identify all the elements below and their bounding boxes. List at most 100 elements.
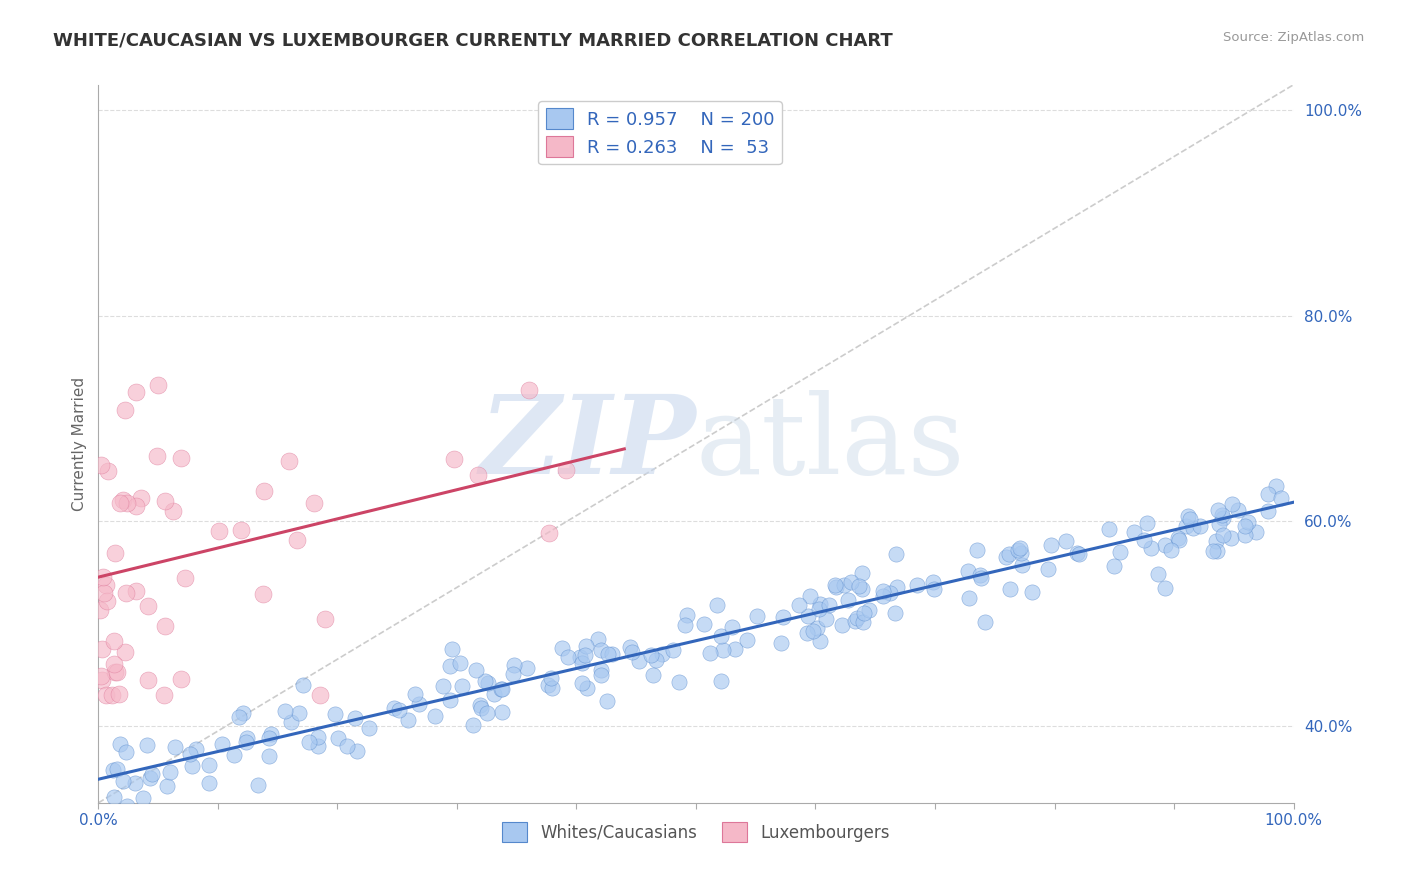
Point (108, 687, 131, 701)
Point (1177, 508, 1199, 523)
Point (970, 571, 993, 585)
Point (1205, 533, 1227, 548)
Point (1054, 534, 1077, 549)
Point (323, 706, 346, 721)
Point (1040, 539, 1063, 553)
Point (298, 735, 321, 749)
Point (115, 745, 138, 759)
Point (287, 533, 309, 547)
Point (153, 688, 176, 702)
Point (396, 714, 419, 728)
Point (591, 643, 613, 657)
Point (132, 791, 155, 805)
Point (103, 790, 125, 805)
Point (108, 496, 131, 510)
Point (884, 607, 907, 621)
Point (440, 641, 463, 656)
Point (156, 779, 179, 793)
Point (97, 464, 120, 478)
Point (1175, 519, 1198, 533)
Point (336, 739, 359, 753)
Point (148, 378, 170, 392)
Point (314, 612, 336, 626)
Point (468, 698, 491, 713)
Point (170, 451, 193, 466)
Point (801, 624, 824, 639)
Point (737, 632, 759, 647)
Point (845, 610, 868, 624)
Point (853, 606, 876, 620)
Point (1168, 533, 1191, 548)
Point (159, 765, 181, 780)
Point (1244, 525, 1267, 540)
Point (307, 731, 329, 745)
Point (673, 618, 696, 632)
Point (465, 664, 488, 678)
Point (443, 452, 465, 467)
Point (138, 771, 160, 785)
Point (922, 582, 945, 596)
Point (451, 679, 474, 693)
Point (111, 493, 134, 508)
Point (1104, 558, 1126, 573)
Point (174, 571, 197, 585)
Point (557, 649, 579, 664)
Point (105, 665, 128, 680)
Point (837, 592, 859, 607)
Point (1011, 558, 1033, 572)
Point (537, 678, 560, 692)
Point (477, 706, 499, 720)
Y-axis label: Currently Married: Currently Married (72, 376, 87, 511)
Text: WHITE/CAUCASIAN VS LUXEMBOURGER CURRENTLY MARRIED CORRELATION CHART: WHITE/CAUCASIAN VS LUXEMBOURGER CURRENTL… (53, 31, 893, 49)
Point (114, 645, 136, 659)
Point (432, 679, 454, 693)
Point (1257, 487, 1279, 501)
Point (851, 566, 873, 581)
Point (257, 749, 280, 764)
Point (103, 657, 125, 671)
Point (661, 642, 683, 657)
Point (404, 687, 426, 701)
Point (328, 731, 350, 746)
Point (93, 586, 115, 600)
Point (253, 484, 276, 499)
Point (181, 758, 204, 772)
Point (589, 668, 612, 682)
Point (922, 574, 945, 589)
Point (818, 599, 841, 613)
Point (574, 648, 596, 663)
Point (1226, 503, 1249, 517)
Point (1234, 519, 1257, 533)
Point (100, 688, 122, 702)
Point (844, 615, 866, 629)
Point (692, 617, 714, 632)
Point (247, 779, 270, 793)
Point (1208, 517, 1230, 532)
Point (571, 676, 593, 690)
Point (207, 524, 229, 539)
Point (848, 579, 870, 593)
Point (96, 688, 118, 702)
Point (641, 667, 664, 681)
Point (772, 610, 794, 624)
Point (491, 681, 513, 696)
Point (1098, 522, 1121, 536)
Point (808, 634, 831, 648)
Point (824, 577, 846, 591)
Point (621, 645, 644, 659)
Point (541, 681, 564, 695)
Point (973, 615, 995, 629)
Point (124, 775, 146, 789)
Point (550, 641, 572, 656)
Point (516, 661, 538, 675)
Point (1212, 510, 1234, 524)
Point (287, 706, 309, 721)
Point (1160, 542, 1182, 557)
Point (125, 499, 148, 513)
Point (1212, 528, 1234, 542)
Point (1154, 538, 1177, 552)
Point (382, 701, 405, 715)
Point (502, 666, 524, 681)
Point (966, 542, 988, 557)
Point (651, 647, 673, 661)
